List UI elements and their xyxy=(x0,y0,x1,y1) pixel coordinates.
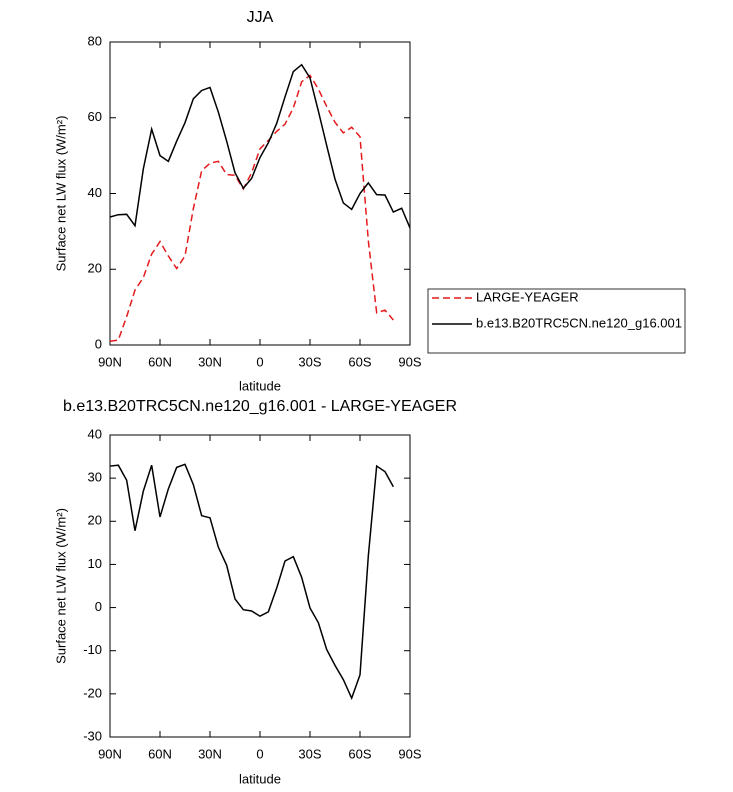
y-axis-label: Surface net LW flux (W/m²) xyxy=(53,116,68,272)
x-tick-label: 0 xyxy=(256,746,263,761)
x-tick-label: 90S xyxy=(398,746,421,761)
y-tick-label: 10 xyxy=(88,556,102,571)
legend-box xyxy=(427,288,686,354)
y-tick-label: 40 xyxy=(88,426,102,441)
y-tick-label: -30 xyxy=(83,728,102,743)
y-tick-label: -20 xyxy=(83,685,102,700)
x-tick-label: 30S xyxy=(298,746,321,761)
x-tick-label: 60S xyxy=(348,746,371,761)
y-tick-label: 20 xyxy=(88,261,102,276)
legend-label: LARGE-YEAGER xyxy=(476,289,579,304)
x-tick-label: 30N xyxy=(198,354,222,369)
x-tick-label: 30S xyxy=(298,354,321,369)
x-tick-label: 90N xyxy=(98,746,122,761)
y-tick-label: 0 xyxy=(95,599,102,614)
x-tick-label: 0 xyxy=(256,354,263,369)
legend-label: b.e13.B20TRC5CN.ne120_g16.001 xyxy=(476,315,682,330)
x-tick-label: 60N xyxy=(148,354,172,369)
x-axis-label: latitude xyxy=(239,378,281,393)
chart-title: b.e13.B20TRC5CN.ne120_g16.001 - LARGE-YE… xyxy=(63,398,457,415)
x-axis-label: latitude xyxy=(239,771,281,786)
plot-frame xyxy=(109,41,411,346)
data-line xyxy=(109,463,394,701)
data-line xyxy=(109,63,411,229)
y-tick-label: -10 xyxy=(83,642,102,657)
y-tick-label: 20 xyxy=(88,513,102,528)
x-tick-label: 60N xyxy=(148,746,172,761)
y-tick-label: 80 xyxy=(88,33,102,48)
y-tick-label: 30 xyxy=(88,470,102,485)
x-tick-label: 90S xyxy=(398,354,421,369)
y-axis-label: Surface net LW flux (W/m²) xyxy=(53,508,68,664)
x-tick-label: 90N xyxy=(98,354,122,369)
plot-frame xyxy=(109,434,411,738)
chart-title: JJA xyxy=(247,9,274,26)
data-line xyxy=(109,74,394,342)
y-tick-label: 0 xyxy=(95,336,102,351)
y-tick-label: 40 xyxy=(88,185,102,200)
x-tick-label: 30N xyxy=(198,746,222,761)
x-tick-label: 60S xyxy=(348,354,371,369)
y-tick-label: 60 xyxy=(88,109,102,124)
